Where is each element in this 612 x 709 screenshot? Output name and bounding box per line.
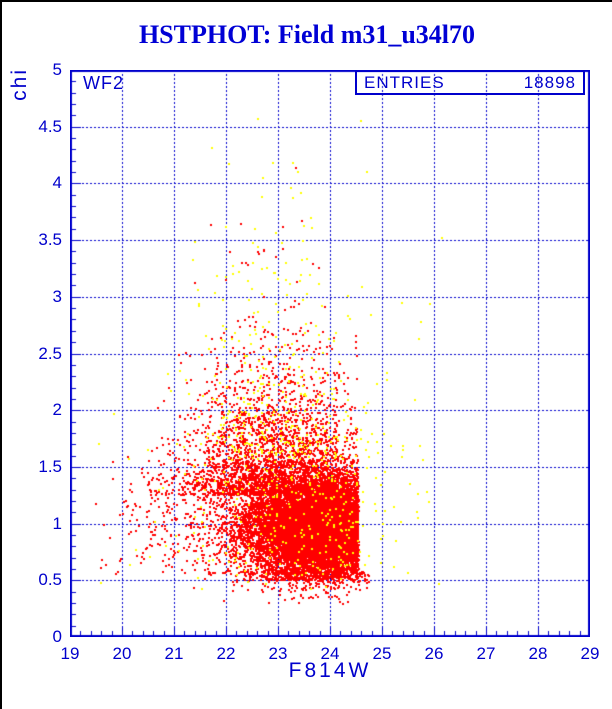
y-tick-label: 4 xyxy=(52,173,62,193)
x-tick-label: 22 xyxy=(216,644,236,663)
detector-label: WF2 xyxy=(83,73,124,93)
plot-area: WF2 ENTRIES 18898 xyxy=(70,70,590,637)
page-title: HSTPHOT: Field m31_u34l70 xyxy=(138,20,476,49)
scatter-canvas xyxy=(70,70,590,637)
x-tick-label: 27 xyxy=(476,644,496,663)
y-tick-label: 3 xyxy=(52,286,62,306)
y-tick-label: 1.5 xyxy=(38,456,62,476)
x-axis-label: F814W xyxy=(288,659,372,682)
entries-value: 18898 xyxy=(523,72,576,92)
x-tick-label: 23 xyxy=(268,644,288,663)
y-tick-label: 0.5 xyxy=(38,570,62,590)
y-tick-label: 2.5 xyxy=(38,343,62,363)
entries-label: ENTRIES xyxy=(364,72,445,92)
x-tick-label: 24 xyxy=(320,644,340,663)
y-tick-label: 0 xyxy=(52,627,62,646)
y-tick-label: 5 xyxy=(52,60,62,79)
x-tick-label: 21 xyxy=(164,644,184,663)
y-tick-label: 2 xyxy=(52,400,62,420)
x-tick-label: 20 xyxy=(112,644,132,663)
entries-stat-box: ENTRIES 18898 xyxy=(355,70,585,95)
x-tick-label: 25 xyxy=(372,644,392,663)
x-tick-label: 28 xyxy=(528,644,548,663)
x-tick-label: 26 xyxy=(424,644,444,663)
x-tick-label: 29 xyxy=(580,644,600,663)
y-tick-label: 1 xyxy=(52,513,62,533)
x-tick-label: 19 xyxy=(60,644,80,663)
y-tick-label: 4.5 xyxy=(38,116,62,136)
y-tick-label: 3.5 xyxy=(38,230,62,250)
